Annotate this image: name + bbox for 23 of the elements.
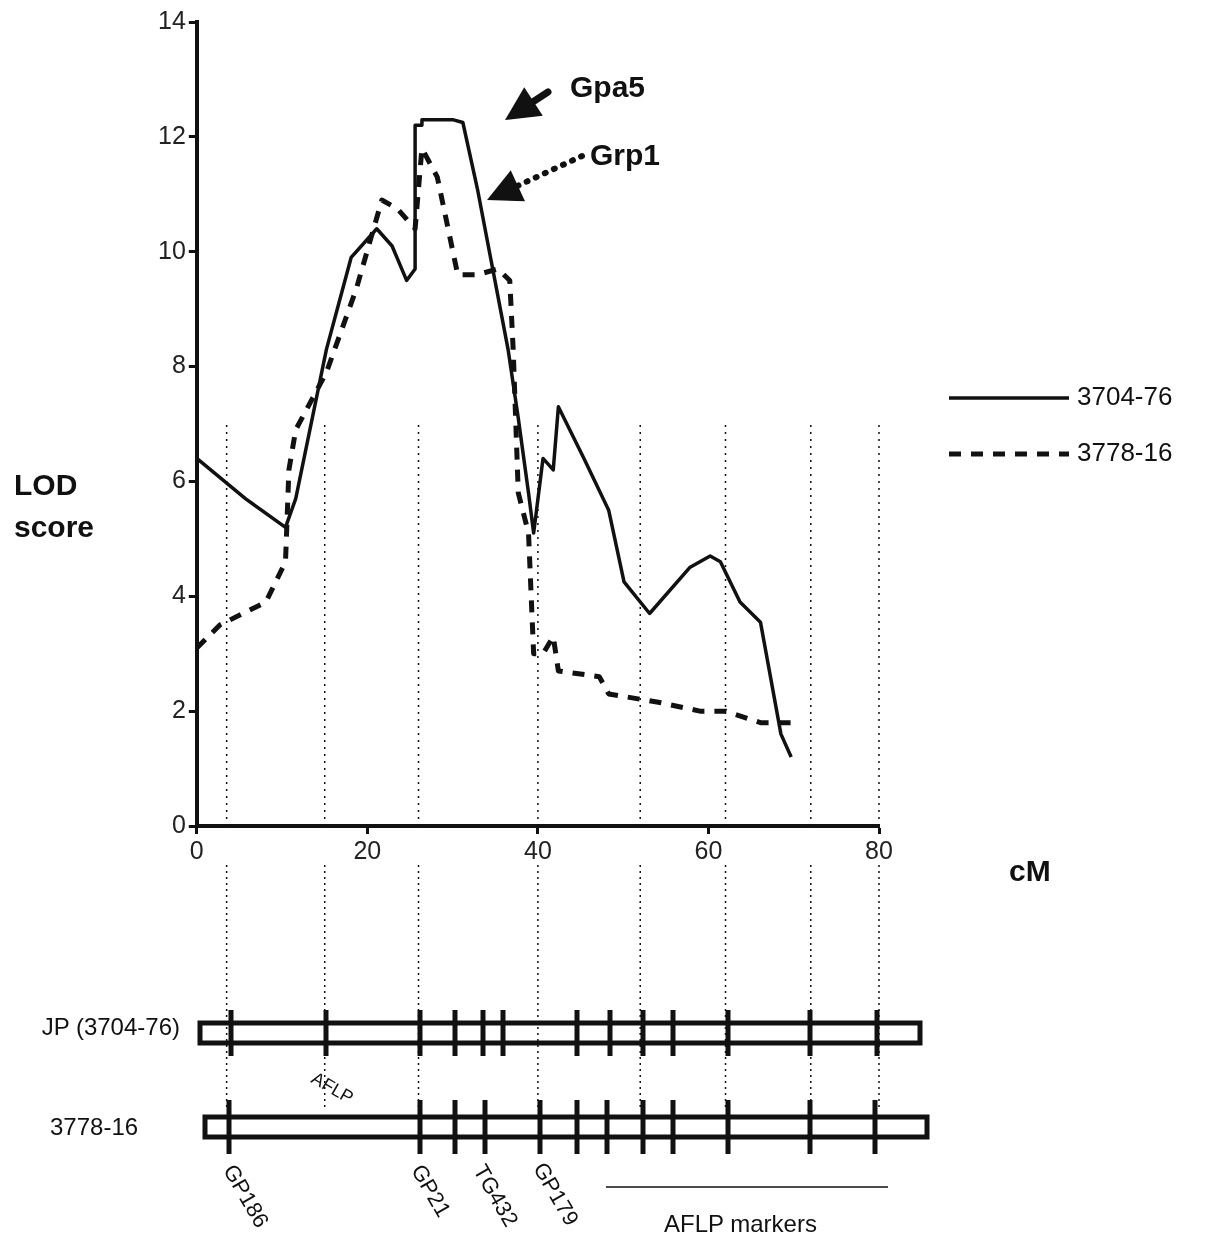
- y-tick-label: 2: [171, 695, 186, 724]
- y-tick-label: 0: [171, 809, 186, 838]
- y-tick-label: 6: [171, 465, 186, 494]
- text: 3778-16: [50, 1113, 139, 1141]
- x-tick-label: 60: [694, 835, 723, 864]
- annotation: Gpa5: [570, 70, 646, 104]
- y-tick-label: 4: [171, 580, 186, 609]
- legend-label: 3778-16: [1077, 437, 1173, 468]
- text: AFLP: [307, 1068, 357, 1109]
- y-tick-label: 8: [171, 350, 186, 379]
- text: JP (3704-76): [40, 1012, 180, 1042]
- legend-label: 3704-76: [1077, 381, 1173, 412]
- y-tick-label: 12: [158, 120, 186, 149]
- y-tick-label: 10: [158, 235, 186, 264]
- x-tick-label: 80: [865, 835, 893, 864]
- x-tick-label: 0: [189, 835, 204, 864]
- annotation: Grp1: [590, 138, 661, 172]
- x-tick-label: 20: [353, 835, 382, 864]
- x-tick-label: 40: [524, 835, 552, 864]
- text: AFLP markers: [664, 1210, 817, 1238]
- y-tick-label: 14: [158, 5, 186, 34]
- x-axis-title: cM: [1009, 854, 1051, 888]
- y-axis-title: LOD score: [14, 468, 95, 544]
